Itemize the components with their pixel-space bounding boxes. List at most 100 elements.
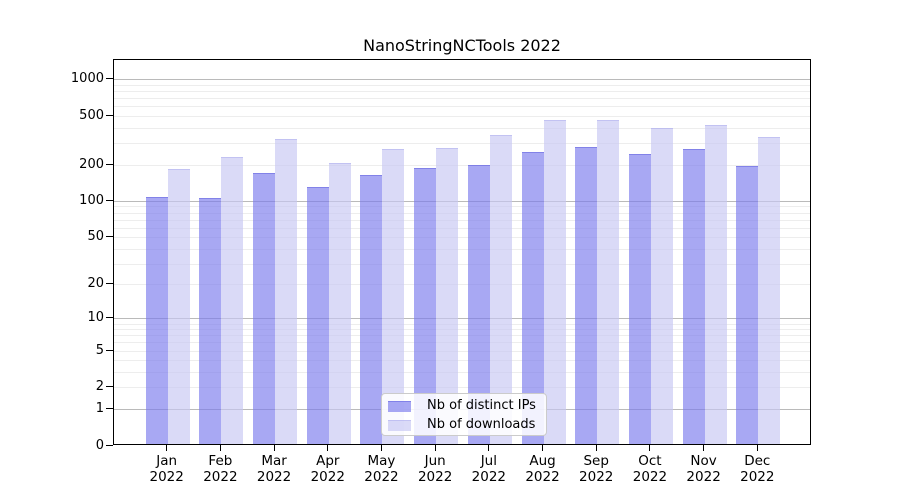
x-axis-tick-label: Jun 2022: [400, 453, 470, 485]
minor-gridline: [114, 248, 810, 250]
y-axis-tick-label: 20: [87, 276, 104, 292]
bar-downloads-Jun: [436, 147, 459, 444]
minor-gridline: [114, 342, 810, 344]
x-axis-tick-label: Feb 2022: [185, 453, 255, 485]
x-tick-month: Oct: [638, 453, 662, 469]
y-axis-tick: [106, 236, 113, 238]
y-axis-tick-label: 0: [95, 437, 104, 453]
minor-gridline: [114, 116, 810, 118]
x-tick-month: Aug: [529, 453, 556, 469]
x-tick-year: 2022: [149, 469, 184, 485]
bar-distinct-ips-Sep: [575, 146, 598, 444]
x-axis-tick: [273, 445, 275, 451]
x-axis-tick: [756, 445, 758, 451]
x-axis-tick: [219, 445, 221, 451]
minor-gridline: [114, 106, 810, 108]
x-axis-tick: [434, 445, 436, 451]
y-axis-tick: [106, 163, 113, 165]
x-tick-month: Jul: [480, 453, 497, 469]
bar-downloads-May: [382, 148, 405, 444]
x-axis-tick-label: Apr 2022: [293, 453, 363, 485]
x-tick-year: 2022: [203, 469, 238, 485]
bar-downloads-Jan: [167, 169, 190, 444]
bar-distinct-ips-Dec: [736, 165, 759, 444]
y-axis-tick-label: 10: [87, 310, 104, 326]
x-axis-tick: [327, 445, 329, 451]
minor-gridline: [114, 335, 810, 337]
bar-downloads-Nov: [704, 124, 727, 444]
y-axis-tick: [106, 349, 113, 351]
minor-gridline: [114, 91, 810, 93]
bar-distinct-ips-Nov: [682, 148, 705, 444]
major-gridline: [114, 79, 810, 81]
minor-gridline: [114, 143, 810, 145]
x-tick-month: Apr: [316, 453, 340, 469]
bar-downloads-Sep: [597, 120, 620, 444]
minor-gridline: [114, 323, 810, 325]
chart-title: NanoStringNCTools 2022: [363, 36, 561, 55]
y-axis-tick: [106, 317, 113, 319]
minor-gridline: [114, 329, 810, 331]
y-axis-tick: [106, 199, 113, 201]
x-axis-tick-label: Dec 2022: [722, 453, 792, 485]
x-axis-tick-label: Jul 2022: [454, 453, 524, 485]
minor-gridline: [114, 212, 810, 214]
minor-gridline: [114, 237, 810, 239]
bar-distinct-ips-Mar: [253, 173, 276, 444]
y-axis-tick-label: 2: [95, 379, 104, 395]
bar-downloads-Oct: [650, 127, 673, 444]
y-axis-tick: [106, 115, 113, 117]
bar-distinct-ips-Apr: [306, 186, 329, 444]
x-tick-year: 2022: [579, 469, 614, 485]
legend-label-distinct-ips: Nb of distinct IPs: [427, 398, 536, 413]
y-axis-tick: [106, 283, 113, 285]
x-axis-tick-label: Mar 2022: [239, 453, 309, 485]
x-tick-month: Jun: [424, 453, 446, 469]
legend-label-downloads: Nb of downloads: [427, 417, 536, 432]
minor-gridline: [114, 387, 810, 389]
bar-distinct-ips-Aug: [521, 152, 544, 444]
minor-gridline: [114, 372, 810, 374]
x-tick-month: Dec: [744, 453, 771, 469]
y-axis-tick: [106, 407, 113, 409]
x-axis-tick-label: Sep 2022: [561, 453, 631, 485]
minor-gridline: [114, 284, 810, 286]
x-tick-month: Feb: [208, 453, 233, 469]
bar-distinct-ips-May: [360, 174, 383, 444]
x-axis-tick: [542, 445, 544, 451]
x-axis-tick-label: Aug 2022: [508, 453, 578, 485]
major-gridline: [114, 318, 810, 320]
x-tick-month: Sep: [583, 453, 609, 469]
x-axis-tick: [488, 445, 490, 451]
x-tick-month: Jan: [156, 453, 178, 469]
x-tick-month: Mar: [261, 453, 287, 469]
bar-downloads-Jul: [489, 135, 512, 444]
minor-gridline: [114, 164, 810, 166]
minor-gridline: [114, 263, 810, 265]
x-axis-tick: [166, 445, 168, 451]
minor-gridline: [114, 206, 810, 208]
bar-distinct-ips-Jan: [145, 196, 168, 444]
x-axis-tick-label: Nov 2022: [669, 453, 739, 485]
bar-distinct-ips-Oct: [628, 153, 651, 444]
bar-downloads-Aug: [543, 119, 566, 444]
bar-distinct-ips-Feb: [199, 197, 222, 444]
x-axis-tick: [649, 445, 651, 451]
x-tick-year: 2022: [364, 469, 399, 485]
x-axis-tick-label: Oct 2022: [615, 453, 685, 485]
x-tick-year: 2022: [632, 469, 668, 485]
y-axis-tick: [106, 444, 113, 446]
x-tick-year: 2022: [256, 469, 292, 485]
bar-downloads-Mar: [275, 138, 298, 444]
minor-gridline: [114, 350, 810, 352]
x-axis-tick: [703, 445, 705, 451]
y-axis-tick-label: 100: [79, 192, 104, 208]
minor-gridline: [114, 360, 810, 362]
legend-swatch-downloads: [388, 420, 411, 431]
x-tick-year: 2022: [471, 469, 507, 485]
minor-gridline: [114, 219, 810, 221]
bar-distinct-ips-Jul: [467, 165, 490, 444]
bar-downloads-Feb: [221, 157, 244, 444]
x-tick-year: 2022: [525, 469, 560, 485]
